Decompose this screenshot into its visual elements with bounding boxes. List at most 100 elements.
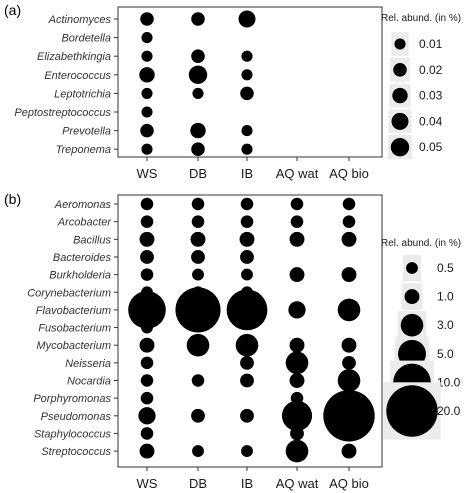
y-tick-label: Staphylococcus xyxy=(34,428,112,440)
data-point xyxy=(337,298,361,322)
y-tick-label: Burkholderia xyxy=(49,270,111,282)
data-point xyxy=(239,231,255,247)
y-tick-label: Bacillus xyxy=(73,234,111,246)
legend-key xyxy=(392,87,408,104)
data-point xyxy=(241,268,253,281)
legend-key xyxy=(393,63,407,77)
data-point xyxy=(138,407,156,425)
x-tick-label: AQ wat xyxy=(276,476,319,491)
data-point xyxy=(235,333,259,357)
y-tick-label: Bacteroides xyxy=(53,252,112,264)
legend-label: 0.02 xyxy=(419,63,443,77)
legend-key xyxy=(386,385,438,437)
data-point xyxy=(140,215,154,228)
data-point xyxy=(240,86,254,101)
data-point xyxy=(285,351,309,375)
panel-label: (b) xyxy=(4,191,21,207)
data-point xyxy=(190,231,206,247)
data-point xyxy=(139,337,155,353)
legend-label: 0.05 xyxy=(419,140,443,154)
y-tick-label: Leptotrichia xyxy=(54,88,111,100)
data-point xyxy=(241,125,253,137)
data-point xyxy=(343,427,355,440)
data-point xyxy=(140,374,154,387)
data-point xyxy=(128,291,166,329)
legend-key xyxy=(391,112,409,130)
data-point xyxy=(341,267,357,283)
data-point xyxy=(175,287,221,333)
data-point xyxy=(141,32,153,44)
legend-label: 10.0 xyxy=(437,375,461,389)
legend-label: 3.0 xyxy=(437,318,454,332)
panel-a: (a) Actinomyces Bordetella Elizabethkingia E… xyxy=(4,2,461,181)
x-tick-label: WS xyxy=(137,166,158,181)
data-point xyxy=(240,355,254,370)
legend-key xyxy=(394,38,406,50)
data-point xyxy=(289,337,305,353)
legend-title: Rel. abund. (in %) xyxy=(381,238,461,249)
data-point xyxy=(139,67,155,83)
data-point xyxy=(341,231,357,247)
data-point xyxy=(140,268,154,281)
data-point xyxy=(290,215,304,228)
data-point xyxy=(186,333,210,357)
y-tick-label: Fusobacterium xyxy=(38,323,111,335)
x-tick-label: WS xyxy=(137,476,158,491)
data-point xyxy=(141,87,153,99)
y-tick-label: Peptostreptococcus xyxy=(14,107,111,119)
y-tick-label: Elizabethkingia xyxy=(37,51,111,63)
data-point xyxy=(281,400,313,431)
x-tick-label: AQ bio xyxy=(329,166,369,181)
data-point xyxy=(141,50,153,62)
x-tick-label: DB xyxy=(189,476,207,491)
legend-label: 0.03 xyxy=(419,89,443,103)
data-point xyxy=(140,250,154,264)
y-tick-label: Arcobacter xyxy=(57,217,113,229)
legend-label: 1.0 xyxy=(437,290,454,304)
data-point xyxy=(191,12,205,26)
data-point xyxy=(241,445,253,458)
data-point xyxy=(289,267,305,283)
data-point xyxy=(191,374,205,387)
data-point xyxy=(140,427,154,440)
data-point xyxy=(240,408,254,423)
data-point xyxy=(192,268,204,281)
y-tick-label: Corynebacterium xyxy=(27,287,111,299)
data-point xyxy=(191,215,205,228)
data-point xyxy=(289,231,305,247)
data-point xyxy=(140,356,154,370)
data-point xyxy=(290,197,304,211)
x-tick-label: IB xyxy=(241,476,253,491)
data-point xyxy=(140,123,154,138)
data-point xyxy=(323,390,375,442)
data-point xyxy=(191,49,205,63)
y-tick-label: Neisseria xyxy=(65,358,111,370)
data-point xyxy=(341,443,357,459)
legend-key xyxy=(404,289,420,305)
data-point xyxy=(285,439,309,463)
data-point xyxy=(241,69,253,81)
data-point xyxy=(192,87,204,99)
data-point xyxy=(241,143,253,155)
y-tick-label: Prevotella xyxy=(62,126,111,138)
data-point xyxy=(337,369,361,392)
data-point xyxy=(289,373,305,388)
data-point xyxy=(288,301,306,319)
data-point xyxy=(140,391,154,405)
legend-label: 20.0 xyxy=(437,404,461,418)
data-point xyxy=(141,143,153,155)
x-tick-label: DB xyxy=(189,166,207,181)
y-tick-label: Aeromonas xyxy=(54,199,112,211)
data-point xyxy=(191,250,205,264)
y-tick-label: Actinomyces xyxy=(48,14,112,26)
data-point xyxy=(141,321,153,334)
data-point xyxy=(139,231,155,247)
data-point xyxy=(192,445,204,458)
legend-label: 0.04 xyxy=(419,114,443,128)
legend-key xyxy=(390,138,410,157)
y-tick-label: Enterococcus xyxy=(44,70,111,82)
data-point xyxy=(140,12,154,26)
data-point xyxy=(226,289,268,331)
y-tick-label: Mycobacterium xyxy=(36,340,111,352)
